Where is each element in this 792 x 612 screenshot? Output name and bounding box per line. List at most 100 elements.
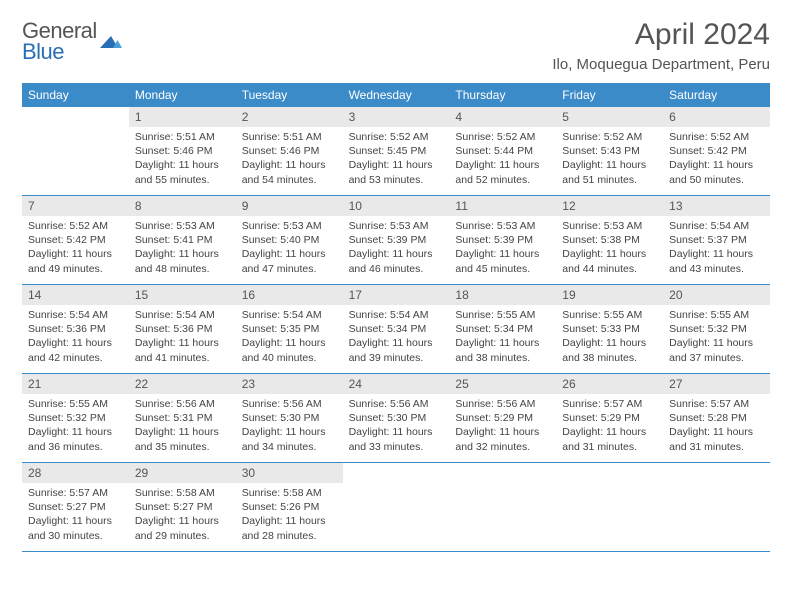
day-body [22, 113, 129, 122]
day-cell: 27Sunrise: 5:57 AMSunset: 5:28 PMDayligh… [663, 374, 770, 462]
sunset-text: Sunset: 5:36 PM [135, 322, 230, 336]
day-number: 29 [129, 463, 236, 483]
day-cell: 30Sunrise: 5:58 AMSunset: 5:26 PMDayligh… [236, 463, 343, 551]
day-cell: 5Sunrise: 5:52 AMSunset: 5:43 PMDaylight… [556, 107, 663, 195]
sunrise-text: Sunrise: 5:52 AM [562, 130, 657, 144]
sunset-text: Sunset: 5:36 PM [28, 322, 123, 336]
daylight-text: Daylight: 11 hours and 39 minutes. [349, 336, 444, 364]
day-cell: 16Sunrise: 5:54 AMSunset: 5:35 PMDayligh… [236, 285, 343, 373]
day-cell [663, 463, 770, 551]
sunset-text: Sunset: 5:29 PM [455, 411, 550, 425]
day-number: 25 [449, 374, 556, 394]
daylight-text: Daylight: 11 hours and 43 minutes. [669, 247, 764, 275]
sunrise-text: Sunrise: 5:56 AM [455, 397, 550, 411]
sunset-text: Sunset: 5:27 PM [135, 500, 230, 514]
day-number: 17 [343, 285, 450, 305]
sunset-text: Sunset: 5:31 PM [135, 411, 230, 425]
sunset-text: Sunset: 5:30 PM [242, 411, 337, 425]
day-cell: 25Sunrise: 5:56 AMSunset: 5:29 PMDayligh… [449, 374, 556, 462]
day-number: 10 [343, 196, 450, 216]
day-cell [556, 463, 663, 551]
sunrise-text: Sunrise: 5:53 AM [455, 219, 550, 233]
daylight-text: Daylight: 11 hours and 55 minutes. [135, 158, 230, 186]
day-cell: 23Sunrise: 5:56 AMSunset: 5:30 PMDayligh… [236, 374, 343, 462]
day-cell: 4Sunrise: 5:52 AMSunset: 5:44 PMDaylight… [449, 107, 556, 195]
day-cell [22, 107, 129, 195]
day-number: 2 [236, 107, 343, 127]
weekday-header: Saturday [663, 83, 770, 107]
sunset-text: Sunset: 5:39 PM [455, 233, 550, 247]
day-cell: 1Sunrise: 5:51 AMSunset: 5:46 PMDaylight… [129, 107, 236, 195]
day-number: 21 [22, 374, 129, 394]
sunset-text: Sunset: 5:39 PM [349, 233, 444, 247]
sunset-text: Sunset: 5:38 PM [562, 233, 657, 247]
sunrise-text: Sunrise: 5:52 AM [669, 130, 764, 144]
day-number: 20 [663, 285, 770, 305]
day-body: Sunrise: 5:51 AMSunset: 5:46 PMDaylight:… [236, 127, 343, 193]
day-cell: 8Sunrise: 5:53 AMSunset: 5:41 PMDaylight… [129, 196, 236, 284]
weekday-header: Thursday [449, 83, 556, 107]
day-number: 5 [556, 107, 663, 127]
sunrise-text: Sunrise: 5:56 AM [135, 397, 230, 411]
weekday-header: Sunday [22, 83, 129, 107]
sunrise-text: Sunrise: 5:58 AM [135, 486, 230, 500]
daylight-text: Daylight: 11 hours and 29 minutes. [135, 514, 230, 542]
day-body: Sunrise: 5:54 AMSunset: 5:36 PMDaylight:… [22, 305, 129, 371]
day-body: Sunrise: 5:54 AMSunset: 5:36 PMDaylight:… [129, 305, 236, 371]
sunrise-text: Sunrise: 5:57 AM [669, 397, 764, 411]
daylight-text: Daylight: 11 hours and 31 minutes. [562, 425, 657, 453]
day-number: 27 [663, 374, 770, 394]
daylight-text: Daylight: 11 hours and 48 minutes. [135, 247, 230, 275]
day-number: 30 [236, 463, 343, 483]
sunrise-text: Sunrise: 5:57 AM [562, 397, 657, 411]
day-cell: 29Sunrise: 5:58 AMSunset: 5:27 PMDayligh… [129, 463, 236, 551]
daylight-text: Daylight: 11 hours and 47 minutes. [242, 247, 337, 275]
sunset-text: Sunset: 5:44 PM [455, 144, 550, 158]
day-body [556, 469, 663, 478]
daylight-text: Daylight: 11 hours and 42 minutes. [28, 336, 123, 364]
day-cell: 20Sunrise: 5:55 AMSunset: 5:32 PMDayligh… [663, 285, 770, 373]
week-row: 21Sunrise: 5:55 AMSunset: 5:32 PMDayligh… [22, 374, 770, 463]
weekday-header: Tuesday [236, 83, 343, 107]
sunset-text: Sunset: 5:32 PM [669, 322, 764, 336]
daylight-text: Daylight: 11 hours and 50 minutes. [669, 158, 764, 186]
day-cell: 24Sunrise: 5:56 AMSunset: 5:30 PMDayligh… [343, 374, 450, 462]
day-body: Sunrise: 5:56 AMSunset: 5:29 PMDaylight:… [449, 394, 556, 460]
day-body: Sunrise: 5:58 AMSunset: 5:27 PMDaylight:… [129, 483, 236, 549]
day-cell: 26Sunrise: 5:57 AMSunset: 5:29 PMDayligh… [556, 374, 663, 462]
day-body: Sunrise: 5:56 AMSunset: 5:31 PMDaylight:… [129, 394, 236, 460]
week-row: 28Sunrise: 5:57 AMSunset: 5:27 PMDayligh… [22, 463, 770, 552]
week-row: 14Sunrise: 5:54 AMSunset: 5:36 PMDayligh… [22, 285, 770, 374]
day-body: Sunrise: 5:54 AMSunset: 5:37 PMDaylight:… [663, 216, 770, 282]
day-number: 18 [449, 285, 556, 305]
day-number: 8 [129, 196, 236, 216]
sunrise-text: Sunrise: 5:52 AM [455, 130, 550, 144]
brand-text: General Blue [22, 18, 97, 65]
weekday-header: Friday [556, 83, 663, 107]
sunset-text: Sunset: 5:46 PM [242, 144, 337, 158]
day-number: 24 [343, 374, 450, 394]
sunset-text: Sunset: 5:42 PM [28, 233, 123, 247]
sunset-text: Sunset: 5:41 PM [135, 233, 230, 247]
sunset-text: Sunset: 5:34 PM [455, 322, 550, 336]
daylight-text: Daylight: 11 hours and 36 minutes. [28, 425, 123, 453]
day-body: Sunrise: 5:53 AMSunset: 5:40 PMDaylight:… [236, 216, 343, 282]
day-body [663, 469, 770, 478]
day-body: Sunrise: 5:55 AMSunset: 5:34 PMDaylight:… [449, 305, 556, 371]
sunrise-text: Sunrise: 5:51 AM [242, 130, 337, 144]
day-cell: 21Sunrise: 5:55 AMSunset: 5:32 PMDayligh… [22, 374, 129, 462]
sunset-text: Sunset: 5:33 PM [562, 322, 657, 336]
day-cell: 22Sunrise: 5:56 AMSunset: 5:31 PMDayligh… [129, 374, 236, 462]
sunrise-text: Sunrise: 5:54 AM [242, 308, 337, 322]
daylight-text: Daylight: 11 hours and 54 minutes. [242, 158, 337, 186]
day-body [343, 469, 450, 478]
day-body: Sunrise: 5:55 AMSunset: 5:32 PMDaylight:… [22, 394, 129, 460]
sunrise-text: Sunrise: 5:55 AM [455, 308, 550, 322]
sunrise-text: Sunrise: 5:58 AM [242, 486, 337, 500]
day-number: 7 [22, 196, 129, 216]
day-cell [449, 463, 556, 551]
day-cell: 28Sunrise: 5:57 AMSunset: 5:27 PMDayligh… [22, 463, 129, 551]
month-title: April 2024 [552, 18, 770, 52]
header: General Blue April 2024 Ilo, Moquegua De… [22, 18, 770, 73]
day-body: Sunrise: 5:51 AMSunset: 5:46 PMDaylight:… [129, 127, 236, 193]
